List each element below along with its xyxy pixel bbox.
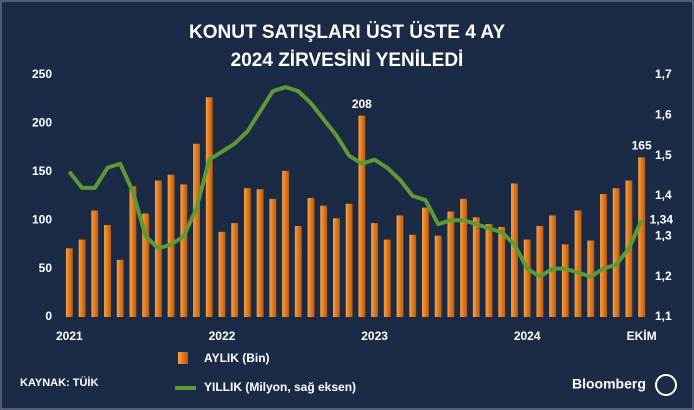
bar (269, 198, 277, 317)
bar (332, 218, 340, 317)
y2-tick-label: 1,7 (655, 67, 672, 81)
bar (294, 226, 302, 317)
bar (78, 239, 86, 317)
x-tick-label: 2021 (56, 329, 83, 343)
y-tick-label: 0 (45, 309, 52, 323)
y-tick-label: 50 (39, 261, 53, 275)
data-label: 165 (632, 138, 652, 152)
bar (104, 225, 111, 317)
bar (574, 210, 582, 317)
bar (345, 203, 353, 317)
y2-tick-label: 1,1 (655, 309, 672, 323)
bar (180, 184, 188, 317)
x-tick-label: 2024 (514, 329, 541, 343)
bar (116, 259, 124, 317)
bar (600, 194, 607, 317)
legend-label: AYLIK (Bin) (204, 351, 270, 365)
x-tick-label: EKİM (627, 328, 657, 343)
bar (587, 240, 595, 317)
brand-logo (655, 374, 677, 396)
y2-tick-label: 1,2 (655, 269, 672, 283)
bar (472, 217, 480, 317)
bar (65, 248, 73, 317)
bar (256, 189, 264, 317)
bar (142, 213, 150, 317)
y2-tick-label: 1,4 (655, 188, 672, 202)
data-label: 208 (352, 97, 372, 111)
bar (383, 239, 391, 317)
chart-title: KONUT SATIŞLARI ÜST ÜSTE 4 AY (189, 22, 505, 43)
y-tick-label: 150 (32, 164, 52, 178)
y2-tick-label: 1,6 (655, 108, 672, 122)
bar (307, 197, 315, 317)
bar (549, 215, 557, 317)
bar (434, 235, 442, 317)
bar (485, 224, 493, 317)
bar (218, 231, 226, 317)
bar (91, 210, 99, 317)
bar (460, 198, 468, 317)
bar (243, 188, 251, 317)
data-label: 1,34 (650, 212, 674, 226)
bar (282, 170, 289, 317)
y-tick-label: 100 (32, 212, 52, 226)
bar (523, 239, 531, 317)
source: KAYNAK: TÜİK (20, 376, 98, 389)
bar (129, 186, 137, 317)
bar (193, 143, 200, 317)
y-tick-label: 250 (32, 67, 52, 81)
bar (612, 188, 620, 317)
bar (409, 234, 417, 317)
bar (205, 97, 213, 317)
bar (422, 207, 429, 317)
bar (231, 223, 239, 317)
bar (638, 157, 646, 317)
chart-title: 2024 ZİRVESİNİ YENİLEDİ (231, 50, 464, 71)
bar (447, 211, 455, 317)
brand: Bloomberg (572, 376, 646, 392)
x-tick-label: 2023 (361, 329, 388, 343)
bar (396, 215, 404, 317)
bar (511, 183, 518, 317)
bar (498, 226, 506, 317)
bar (358, 115, 366, 317)
y2-tick-label: 1,3 (655, 229, 672, 243)
y-tick-label: 200 (32, 116, 52, 130)
legend-label: YILLIK (Milyon, sağ eksen) (204, 380, 356, 394)
line (67, 85, 644, 279)
bar (561, 244, 569, 317)
bar (371, 223, 379, 317)
bar (320, 205, 328, 317)
legend-swatch (178, 352, 188, 364)
y2-tick-label: 1,5 (655, 148, 672, 162)
bar (536, 226, 544, 317)
x-tick-label: 2022 (209, 329, 236, 343)
